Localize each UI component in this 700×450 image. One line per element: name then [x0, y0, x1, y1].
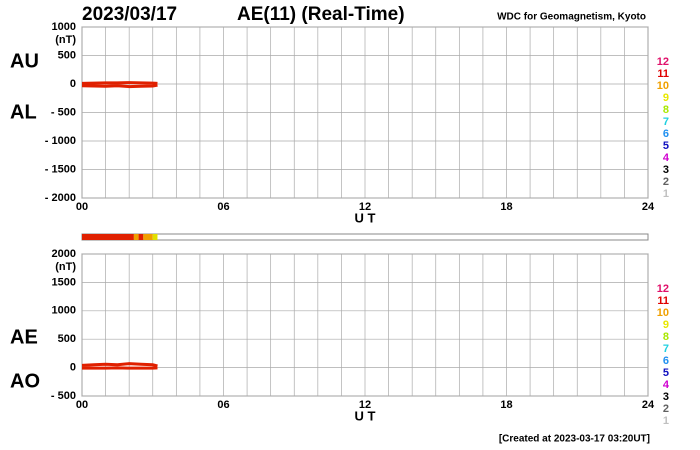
y-tick-label: - 500 [51, 106, 76, 118]
x-tick-label: 06 [217, 399, 229, 411]
source: WDC for Geomagnetism, Kyoto [497, 12, 646, 23]
y-tick-label: 2000 [52, 248, 76, 260]
legend-entry: 9 [663, 319, 669, 331]
y-tick-label: 500 [58, 49, 76, 61]
legend-entry: 5 [663, 367, 669, 379]
legend-entry: 5 [663, 140, 669, 152]
legend-entry: 10 [657, 80, 669, 92]
legend-entry: 2 [663, 176, 669, 188]
date: 2023/03/17 [82, 4, 177, 25]
legend-entry: 12 [657, 283, 669, 295]
legend-entry: 8 [663, 104, 669, 116]
x-tick-label: 12 [359, 201, 371, 213]
legend-entry: 4 [663, 152, 670, 164]
legend-entry: 11 [657, 68, 669, 80]
y-tick-label: 1500 [52, 276, 76, 288]
strip-segment [152, 234, 158, 240]
y-tick-label: 1000 [52, 305, 76, 317]
series-label: AL [10, 101, 37, 123]
unit-label: (nT) [55, 261, 76, 273]
legend-entry: 6 [663, 128, 669, 140]
legend-entry: 3 [663, 391, 669, 403]
legend-entry: 11 [657, 295, 669, 307]
legend-entry: 6 [663, 355, 669, 367]
y-tick-label: 500 [58, 333, 76, 345]
series-line [81, 81, 158, 85]
x-axis-label: U T [355, 408, 376, 423]
legend-entry: 7 [663, 343, 669, 355]
y-tick-label: 1000 [52, 21, 76, 33]
legend-entry: 3 [663, 164, 669, 176]
x-tick-label: 24 [642, 399, 655, 411]
legend-entry: 2 [663, 403, 669, 415]
y-tick-label: - 500 [51, 390, 76, 402]
x-tick-label: 00 [76, 201, 88, 213]
series-line [81, 362, 158, 368]
footer: [Created at 2023-03-17 03:20UT] [499, 434, 650, 445]
x-tick-label: 18 [500, 399, 512, 411]
legend-entry: 12 [657, 56, 669, 68]
x-axis-label: U T [355, 210, 376, 225]
strip-segment [133, 234, 139, 240]
series-label: AU [10, 50, 39, 72]
legend-entry: 8 [663, 331, 669, 343]
legend-entry: 7 [663, 116, 669, 128]
x-tick-label: 18 [500, 201, 512, 213]
x-tick-label: 12 [359, 399, 371, 411]
legend-entry: 1 [663, 188, 669, 200]
x-tick-label: 00 [76, 399, 88, 411]
y-tick-label: 0 [70, 78, 76, 90]
series-label: AO [10, 370, 40, 392]
strip-segment [143, 234, 153, 240]
y-tick-label: - 1000 [45, 135, 76, 147]
unit-label: (nT) [55, 34, 76, 46]
legend-entry: 1 [663, 415, 669, 427]
series-label: AE [10, 326, 38, 348]
y-tick-label: - 1500 [45, 163, 76, 175]
y-tick-label: - 2000 [45, 192, 76, 204]
strip-segment [138, 234, 144, 240]
series-line [81, 83, 158, 89]
x-tick-label: 06 [217, 201, 229, 213]
y-tick-label: 0 [70, 362, 76, 374]
strip-frame [81, 233, 649, 241]
legend-entry: 10 [657, 307, 669, 319]
strip-segment [82, 234, 134, 240]
x-tick-label: 24 [642, 201, 655, 213]
legend-entry: 9 [663, 92, 669, 104]
title: AE(11) (Real-Time) [237, 4, 405, 25]
legend-entry: 4 [663, 379, 670, 391]
